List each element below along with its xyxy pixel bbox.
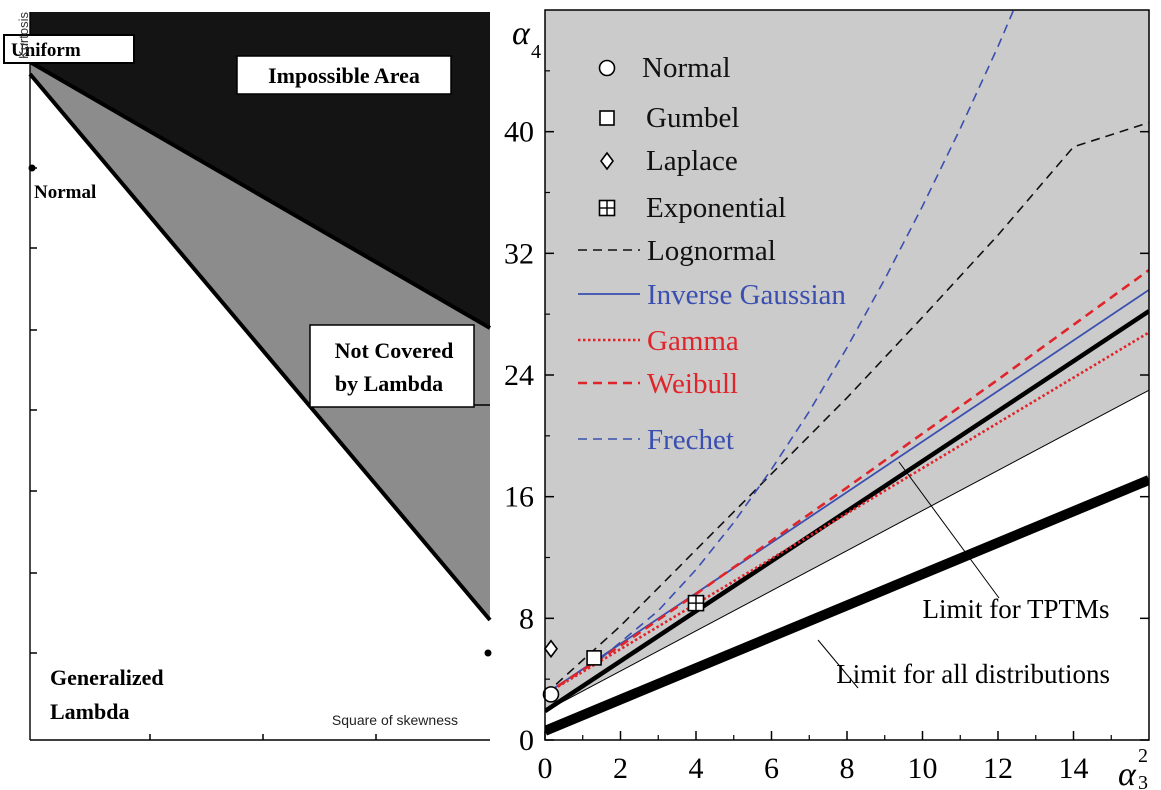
right-xlabel-sub: 3: [1138, 772, 1148, 790]
y-tick-label: 0: [519, 724, 534, 757]
normal-annotation: Normal: [34, 182, 96, 203]
series-lines: [545, 10, 1149, 696]
y-tick-label: 40: [504, 116, 534, 149]
left-ticks: [30, 167, 377, 740]
tptm-limit-label: Limit for TPTMs: [922, 594, 1109, 624]
not-covered-box: [309, 324, 475, 408]
left-chart: Uniform Kurtosis Impossible Area Normal …: [3, 12, 492, 741]
distribution-markers: [542, 594, 705, 703]
right-xlabel: α: [1118, 756, 1137, 790]
legend-normal-symbol: [598, 59, 616, 77]
normal-point-marker: [28, 164, 36, 172]
legend-laplace-label: Laplace: [646, 145, 738, 177]
x-tick-label: 2: [613, 752, 628, 785]
series-frechet-line: [601, 10, 1015, 659]
lambda-boundary-line: [28, 72, 492, 622]
impossible-boundary-line: [28, 60, 492, 330]
not-covered-label-1: Not Covered: [335, 338, 454, 363]
tptm-pointer-line: [898, 461, 1000, 599]
legend-weibull-label: Weibull: [647, 368, 738, 400]
all-dist-pointer-line: [817, 639, 859, 689]
impossible-area-label: Impossible Area: [268, 63, 420, 88]
generalized-label-2: Lambda: [50, 699, 129, 724]
generalized-label-1: Generalized: [50, 665, 164, 690]
y-tick-label: 8: [519, 602, 534, 635]
legend-gamma-label: Gamma: [647, 325, 739, 357]
legend-lognormal-label: Lognormal: [647, 235, 776, 267]
x-tick-label: 6: [764, 752, 779, 785]
right-ylabel-sub: 4: [531, 41, 541, 63]
all-dist-limit-label: Limit for all distributions: [836, 659, 1110, 689]
normal-point-marker: [542, 686, 560, 703]
right-xlabel-sup: 2: [1138, 745, 1148, 767]
legend-normal-label: Normal: [642, 52, 731, 84]
x-tick-label: 8: [840, 752, 855, 785]
series-lognormal-line: [545, 121, 1149, 695]
x-tick-label: 14: [1059, 752, 1089, 785]
x-tick-label: 12: [983, 752, 1013, 785]
laplace-point-marker: [544, 639, 558, 659]
legend-laplace-symbol: [600, 151, 614, 171]
legend: Normal Gumbel Laplace Exponential Lognormal I…: [578, 52, 846, 456]
y-tick-label: 16: [504, 481, 534, 514]
x-tick-label: 0: [538, 752, 553, 785]
edge-point-marker: [484, 649, 492, 657]
feasible-shaded-region: [545, 10, 1149, 712]
legend-gumbel-symbol: [599, 110, 615, 126]
limit-lines: [545, 309, 1149, 736]
legend-frechet-label: Frechet: [647, 424, 734, 456]
series-weibull-line: [545, 269, 1149, 696]
x-tick-label: 10: [908, 752, 938, 785]
uniform-label-box: [3, 34, 135, 64]
all-distributions-limit-line: [545, 475, 1149, 736]
uniform-label: Uniform: [11, 40, 81, 61]
x-tick-label: 4: [689, 752, 704, 785]
legend-inverse-gaussian-label: Inverse Gaussian: [647, 279, 846, 311]
y-tick-label: 32: [504, 237, 534, 270]
left-xlabel: Square of skewness: [332, 712, 458, 728]
y-tick-label: 24: [504, 359, 534, 392]
series-gamma-line: [545, 331, 1149, 696]
lower-shade-boundary-line: [545, 389, 1149, 712]
left-ylabel: Kurtosis: [16, 12, 31, 59]
impossible-area-box: [236, 55, 452, 95]
right-ylabel: α: [512, 15, 531, 52]
gumbel-point-marker: [586, 650, 602, 666]
tptm-limit-line: [545, 309, 1149, 713]
not-covered-label-2: by Lambda: [335, 371, 443, 396]
legend-exponential-label: Exponential: [646, 192, 786, 224]
legend-gumbel-label: Gumbel: [646, 102, 739, 134]
